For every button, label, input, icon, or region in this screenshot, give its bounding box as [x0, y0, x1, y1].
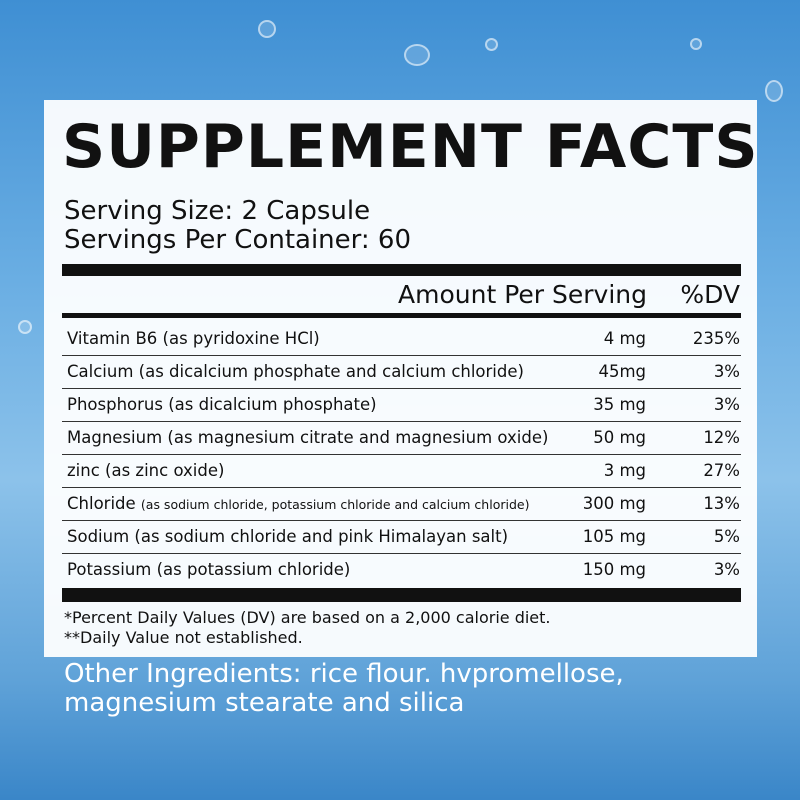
nutrient-dv: 13% [703, 494, 740, 513]
facts-panel [44, 100, 757, 657]
nutrient-name: Vitamin B6 [67, 329, 158, 348]
nutrient-dv: 27% [703, 461, 740, 480]
nutrient-detail: (as potassium chloride) [156, 560, 351, 579]
nutrient-name: Chloride [67, 494, 136, 513]
row-rule [62, 487, 741, 488]
nutrient-dv: 3% [713, 560, 740, 579]
nutrient-name: Magnesium [67, 428, 163, 447]
bubble [18, 320, 32, 334]
nutrient-label: Sodium (as sodium chloride and pink Hima… [67, 527, 508, 546]
bubble [404, 44, 430, 66]
footnote: *Percent Daily Values (DV) are based on … [64, 608, 551, 627]
nutrient-detail: (as magnesium citrate and magnesium oxid… [167, 428, 549, 447]
nutrient-amount: 150 mg [582, 560, 646, 579]
row-rule [62, 421, 741, 422]
nutrient-row: Magnesium (as magnesium citrate and magn… [62, 422, 741, 455]
serving-size: Serving Size: 2 Capsule [64, 196, 371, 226]
nutrient-label: Chloride (as sodium chloride, potassium … [67, 494, 529, 513]
bubble [485, 38, 498, 51]
nutrient-amount: 105 mg [582, 527, 646, 546]
bottom-rule [62, 588, 741, 602]
bubble [258, 20, 276, 38]
nutrient-detail: (as sodium chloride and pink Himalayan s… [134, 527, 509, 546]
nutrient-dv: 235% [692, 329, 740, 348]
nutrient-amount: 35 mg [593, 395, 646, 414]
nutrient-name: Sodium [67, 527, 130, 546]
nutrient-name: zinc [67, 461, 100, 480]
title: SUPPLEMENT FACTS [62, 112, 759, 182]
nutrient-amount: 45mg [598, 362, 646, 381]
nutrient-row: Potassium (as potassium chloride) 150 mg 3… [62, 554, 741, 587]
nutrient-row: Calcium (as dicalcium phosphate and calc… [62, 356, 741, 389]
footnote: **Daily Value not established. [64, 628, 303, 647]
nutrient-dv: 3% [713, 395, 740, 414]
row-rule [62, 553, 741, 554]
thick-rule [62, 264, 741, 276]
bubble [690, 38, 702, 50]
nutrient-detail: (as pyridoxine HCl) [162, 329, 320, 348]
row-rule [62, 520, 741, 521]
servings-per-container: Servings Per Container: 60 [64, 225, 412, 255]
nutrient-detail: (as zinc oxide) [105, 461, 225, 480]
nutrient-name: Phosphorus [67, 395, 163, 414]
nutrient-amount: 300 mg [582, 494, 646, 513]
bubble [765, 80, 783, 102]
nutrient-name: Potassium [67, 560, 152, 579]
nutrient-amount: 3 mg [603, 461, 646, 480]
header-rule [62, 313, 741, 318]
nutrient-label: Potassium (as potassium chloride) [67, 560, 350, 579]
header-amount: Amount Per Serving [398, 280, 647, 309]
nutrient-label: Calcium (as dicalcium phosphate and calc… [67, 362, 524, 381]
nutrient-detail: (as sodium chloride, potassium chloride … [140, 497, 530, 512]
nutrient-amount: 4 mg [603, 329, 646, 348]
nutrient-detail: (as dicalcium phosphate) [168, 395, 377, 414]
row-rule [62, 355, 741, 356]
nutrient-row: zinc (as zinc oxide) 3 mg 27% [62, 455, 741, 488]
nutrient-label: Vitamin B6 (as pyridoxine HCl) [67, 329, 320, 348]
nutrient-label: zinc (as zinc oxide) [67, 461, 224, 480]
nutrient-detail: (as dicalcium phosphate and calcium chlo… [138, 362, 524, 381]
nutrient-amount: 50 mg [593, 428, 646, 447]
nutrient-name: Calcium [67, 362, 134, 381]
row-rule [62, 454, 741, 455]
nutrient-row: Phosphorus (as dicalcium phosphate) 35 mg… [62, 389, 741, 422]
nutrient-dv: 12% [703, 428, 740, 447]
nutrient-label: Magnesium (as magnesium citrate and magn… [67, 428, 548, 447]
nutrient-dv: 3% [713, 362, 740, 381]
nutrient-label: Phosphorus (as dicalcium phosphate) [67, 395, 377, 414]
other-ingredients: Other Ingredients: rice flour. hvpromell… [64, 659, 624, 718]
nutrient-row: Sodium (as sodium chloride and pink Hima… [62, 521, 741, 554]
nutrient-row: Chloride (as sodium chloride, potassium … [62, 488, 741, 521]
header-dv: %DV [680, 280, 740, 309]
nutrient-dv: 5% [713, 527, 740, 546]
nutrient-row: Vitamin B6 (as pyridoxine HCl) 4 mg 235% [62, 323, 741, 356]
row-rule [62, 388, 741, 389]
